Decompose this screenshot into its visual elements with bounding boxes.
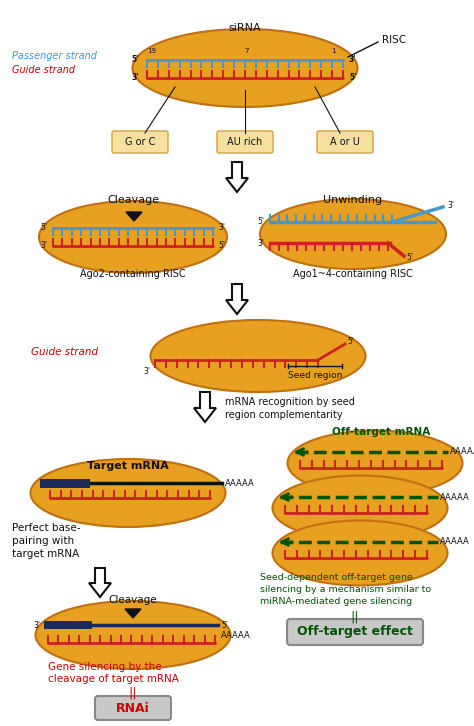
- Text: 3': 3': [131, 73, 139, 83]
- Text: Guide strand: Guide strand: [31, 347, 98, 357]
- Text: Guide strand: Guide strand: [12, 65, 75, 75]
- Text: AU rich: AU rich: [228, 137, 263, 147]
- Bar: [44, 621, 92, 629]
- Text: AAAAA: AAAAA: [225, 478, 255, 487]
- Ellipse shape: [30, 459, 226, 527]
- Text: Off-target mRNA: Off-target mRNA: [332, 427, 430, 437]
- Text: siRNA: siRNA: [228, 23, 261, 33]
- Polygon shape: [126, 212, 142, 221]
- FancyBboxPatch shape: [112, 131, 168, 153]
- Text: 3': 3': [143, 367, 150, 377]
- Text: silencing by a mechanism similar to: silencing by a mechanism similar to: [260, 584, 431, 593]
- Text: 1: 1: [331, 48, 335, 54]
- Ellipse shape: [260, 199, 446, 269]
- Text: Cleavage: Cleavage: [107, 195, 159, 205]
- Bar: [40, 479, 90, 488]
- Text: ||: ||: [129, 687, 137, 699]
- Ellipse shape: [273, 476, 447, 540]
- Text: 5': 5': [406, 253, 413, 263]
- Text: 5': 5': [221, 621, 228, 629]
- Text: Cleavage: Cleavage: [109, 595, 157, 605]
- Text: Seed-dependent off-target gene: Seed-dependent off-target gene: [260, 573, 413, 582]
- Text: 19: 19: [147, 48, 156, 54]
- Text: AAAAA: AAAAA: [440, 492, 470, 502]
- Text: 3': 3': [349, 54, 356, 63]
- FancyBboxPatch shape: [95, 696, 171, 720]
- Text: 5': 5': [218, 242, 225, 250]
- Text: RISC: RISC: [382, 35, 406, 45]
- Text: 3': 3': [218, 224, 225, 232]
- Text: G or C: G or C: [125, 137, 155, 147]
- Text: 3': 3': [257, 239, 264, 248]
- Text: 5': 5': [349, 73, 356, 83]
- FancyBboxPatch shape: [217, 131, 273, 153]
- Text: Passenger strand: Passenger strand: [12, 51, 97, 61]
- Text: 3': 3': [40, 242, 47, 250]
- Text: target mRNA: target mRNA: [12, 549, 79, 559]
- Text: cleavage of target mRNA: cleavage of target mRNA: [48, 674, 179, 684]
- Text: pairing with: pairing with: [12, 536, 74, 546]
- Text: Gene silencing by the: Gene silencing by the: [48, 662, 162, 672]
- Text: Unwinding: Unwinding: [323, 195, 383, 205]
- Text: Off-target effect: Off-target effect: [297, 626, 413, 638]
- Text: ||: ||: [351, 611, 359, 624]
- Text: Target mRNA: Target mRNA: [87, 461, 169, 471]
- Ellipse shape: [39, 201, 227, 273]
- Polygon shape: [125, 609, 141, 618]
- Text: AAAAA: AAAAA: [221, 630, 251, 640]
- Polygon shape: [226, 162, 248, 192]
- Text: mRNA recognition by seed: mRNA recognition by seed: [225, 397, 355, 407]
- Text: 7: 7: [245, 48, 249, 54]
- Text: 3': 3': [33, 621, 40, 629]
- Ellipse shape: [151, 320, 365, 392]
- Text: AAAAA: AAAAA: [440, 537, 470, 547]
- Text: miRNA-mediated gene silencing: miRNA-mediated gene silencing: [260, 597, 412, 605]
- Text: RNAi: RNAi: [116, 701, 150, 714]
- Ellipse shape: [288, 431, 463, 496]
- Text: 5': 5': [131, 54, 139, 63]
- Text: 5': 5': [347, 338, 354, 346]
- Polygon shape: [226, 284, 248, 314]
- Ellipse shape: [273, 521, 447, 585]
- Text: Seed region: Seed region: [288, 370, 342, 380]
- Text: Perfect base-: Perfect base-: [12, 523, 81, 533]
- Text: 3': 3': [447, 202, 454, 211]
- Text: 5': 5': [257, 218, 264, 227]
- Text: region complementarity: region complementarity: [225, 410, 343, 420]
- Text: 5': 5': [40, 224, 47, 232]
- Polygon shape: [194, 392, 216, 422]
- Ellipse shape: [36, 601, 230, 669]
- Polygon shape: [89, 568, 111, 597]
- Ellipse shape: [133, 29, 357, 107]
- FancyBboxPatch shape: [317, 131, 373, 153]
- Text: A or U: A or U: [330, 137, 360, 147]
- FancyBboxPatch shape: [287, 619, 423, 645]
- Text: Ago2-containing RISC: Ago2-containing RISC: [80, 269, 186, 279]
- Text: AAAAA: AAAAA: [450, 447, 474, 457]
- Text: Ago1~4-containing RISC: Ago1~4-containing RISC: [293, 269, 413, 279]
